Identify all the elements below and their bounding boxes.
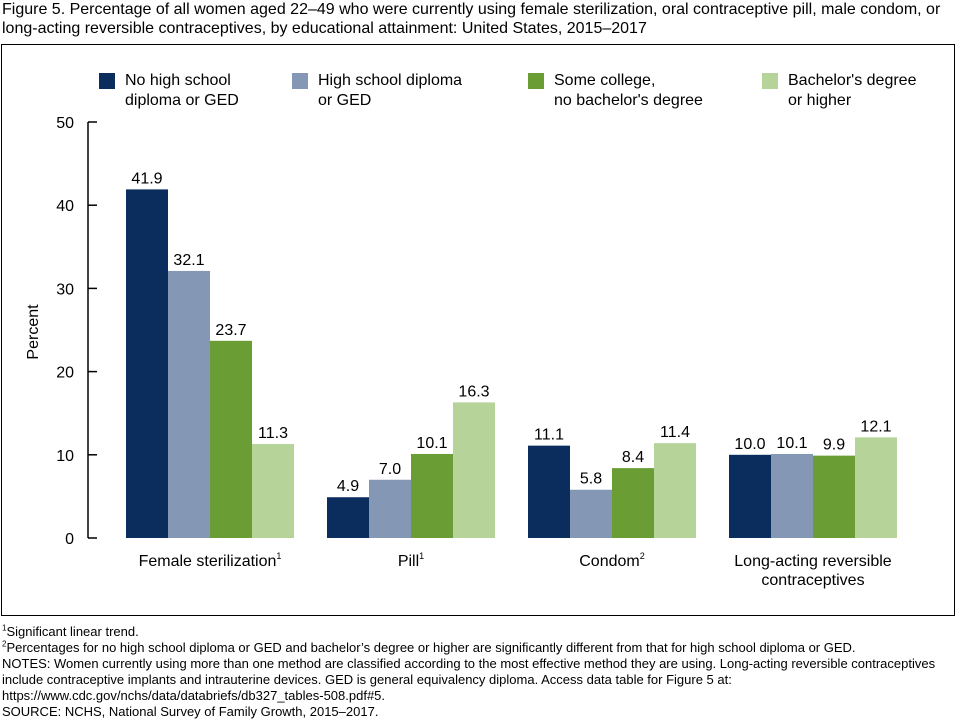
bar [612, 468, 654, 538]
data-label: 23.7 [215, 322, 246, 339]
footnote-2-marker: 2 [2, 639, 7, 649]
footnote-2-text: Percentages for no high school diploma o… [6, 640, 856, 655]
bar [453, 402, 495, 538]
x-category-label: Long-acting reversible [734, 553, 892, 570]
source-text: SOURCE: NCHS, National Survey of Family … [2, 704, 379, 719]
legend-label: Bachelor's degree or higher [788, 71, 960, 111]
data-label: 10.0 [734, 436, 765, 453]
bar [729, 454, 771, 538]
legend-label-line1: Bachelor's degree [788, 72, 917, 89]
y-axis-title: Percent [25, 304, 42, 360]
bar [528, 445, 570, 538]
legend-swatch [762, 73, 778, 89]
legend-label-line1: High school diploma [318, 72, 463, 89]
y-tick-label: 40 [56, 198, 74, 215]
data-label: 16.3 [458, 383, 489, 400]
y-tick-label: 50 [56, 115, 74, 132]
data-label: 7.0 [379, 461, 401, 478]
legend-label-line2: no bachelor's degree [554, 92, 703, 109]
bar [411, 453, 453, 538]
bar [210, 340, 252, 538]
bar [327, 497, 369, 538]
y-tick-label: 10 [56, 448, 74, 465]
data-label: 10.1 [416, 435, 447, 452]
y-tick-label: 0 [65, 531, 74, 548]
bar-chart: 0 10 20 30 40 50 Percent 41.9 32.1 23.7 11.3 Female… [25, 115, 897, 589]
legend-label: High school diploma or GED [318, 71, 518, 111]
bar [654, 443, 696, 538]
x-category-label: Condom2 [579, 551, 645, 570]
footnote-1-text: Significant linear trend. [6, 624, 139, 639]
notes-text: NOTES: Women currently using more than o… [2, 656, 936, 687]
bar [126, 189, 168, 538]
footnote-2: 2Percentages for no high school diploma … [2, 640, 958, 656]
legend-label-line1: No high school [125, 72, 231, 89]
bar [771, 453, 813, 538]
data-label: 10.1 [776, 435, 807, 452]
bar [168, 270, 210, 538]
x-category-text: Condom [579, 553, 639, 570]
footnote-marker: 1 [419, 551, 424, 561]
x-category-label: contraceptives [761, 572, 864, 589]
data-label: 5.8 [580, 471, 602, 488]
footnote-marker: 1 [276, 551, 281, 561]
footnote-marker: 2 [640, 551, 645, 561]
data-label: 11.3 [258, 425, 288, 442]
y-tick-label: 30 [56, 281, 74, 298]
footnote-1: 1Significant linear trend. [2, 624, 958, 640]
legend-label-line2: or higher [788, 92, 852, 109]
bar [855, 437, 897, 538]
data-label: 32.1 [173, 252, 204, 269]
data-label: 8.4 [622, 449, 644, 466]
x-category-text: Female sterilization [139, 553, 277, 570]
data-table-link[interactable]: https://www.cdc.gov/nchs/data/databriefs… [2, 688, 386, 703]
legend-swatch [292, 73, 308, 89]
data-label: 11.4 [660, 424, 690, 441]
chart-frame [1, 44, 955, 616]
figure-notes: 1Significant linear trend. 2Percentages … [2, 624, 958, 720]
data-label: 4.9 [337, 478, 359, 495]
legend-label-line1: Some college, [554, 72, 656, 89]
bar [570, 489, 612, 538]
legend-swatch [528, 73, 544, 89]
x-category-label: Pill1 [398, 551, 424, 570]
figure-title: Figure 5. Percentage of all women aged 2… [2, 1, 941, 37]
legend-label: Some college, no bachelor's degree [554, 71, 754, 111]
data-label: 41.9 [131, 170, 162, 187]
legend-label: No high school diploma or GED [125, 71, 325, 111]
bar [813, 455, 855, 538]
x-category-text: Pill [398, 553, 419, 570]
data-label: 11.1 [534, 427, 564, 444]
legend-label-line2: or GED [318, 92, 372, 109]
legend-label-line2: diploma or GED [125, 92, 239, 109]
bar [252, 443, 294, 538]
data-label: 9.9 [823, 437, 845, 454]
footnote-1-marker: 1 [2, 623, 7, 633]
legend-swatch [99, 73, 115, 89]
y-tick-label: 20 [56, 365, 74, 382]
x-category-label: Female sterilization1 [139, 551, 282, 570]
data-label: 12.1 [860, 418, 891, 435]
bar [369, 479, 411, 538]
